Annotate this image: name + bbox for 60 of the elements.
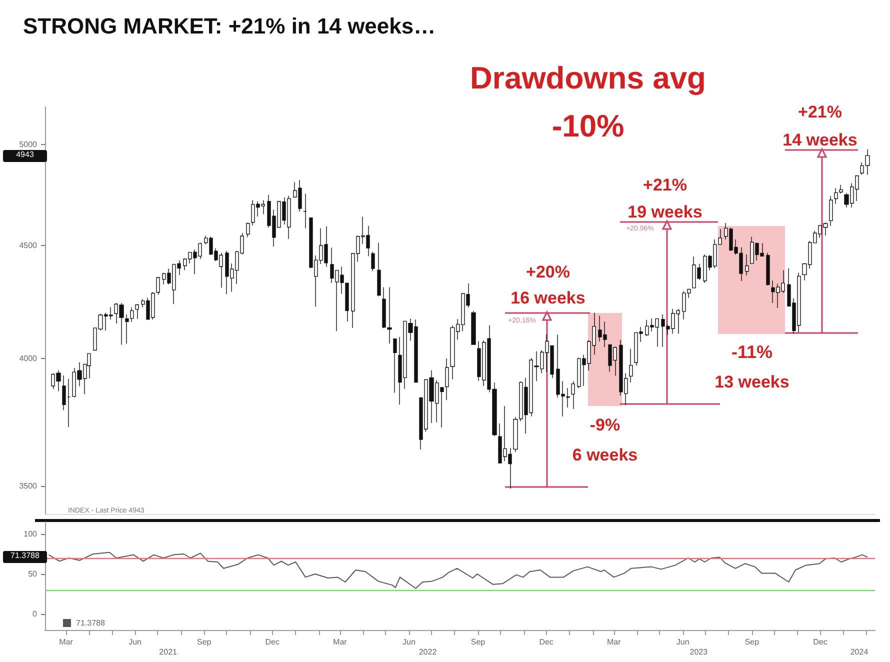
annotation: 14 weeks [782, 130, 858, 150]
annotation: 6 weeks [572, 446, 638, 464]
annotation: 13 weeks [714, 372, 790, 392]
price-tag: 4943 [3, 150, 47, 162]
annotation: 19 weeks [628, 202, 702, 222]
candlestick [829, 196, 833, 226]
candlestick [745, 254, 749, 276]
annotation: -9% [590, 416, 620, 434]
candlestick [629, 348, 633, 383]
y-tick-label: 50 [28, 570, 38, 578]
candlestick [382, 286, 386, 328]
x2-tick-label: 2021 [159, 648, 178, 656]
candlestick [156, 276, 160, 295]
y-tick-label: 0 [32, 610, 38, 618]
candlestick [246, 222, 250, 238]
x-tick-label: Dec [265, 638, 280, 646]
candlestick [377, 242, 381, 297]
annotation: 16 weeks [510, 288, 586, 308]
candlestick [371, 251, 375, 272]
candlestick [445, 358, 449, 401]
x-tick-label: Jun [402, 638, 416, 646]
price-tag: 71.3788 [3, 551, 47, 563]
candlestick [393, 338, 397, 394]
x-tick-label: Sep [744, 638, 760, 646]
annotation: +21% [798, 102, 842, 122]
x2-tick-label: 2022 [418, 648, 438, 656]
candlestick [303, 194, 307, 229]
x-tick-label: Dec [539, 638, 554, 646]
annotation: -10% [552, 108, 624, 144]
candlestick [135, 304, 139, 320]
x-tick-label: Mar [333, 638, 348, 646]
legend-label: 71.3788 [76, 618, 106, 628]
candlestick [566, 388, 570, 408]
candlestick [766, 252, 770, 286]
y-tick-label: 4500 [19, 240, 38, 250]
text: Drawdowns avg [470, 60, 706, 96]
candlestick [387, 286, 392, 344]
x-tick-label: Jun [128, 638, 142, 646]
y-tick-label: 100 [24, 530, 38, 538]
candlestick [834, 188, 838, 204]
line-series [48, 552, 868, 589]
x-tick-label: Mar [59, 638, 74, 646]
x-tick-label: Mar [606, 638, 622, 646]
x-tick-label: Sep [196, 638, 212, 646]
y-tick-label: 3500 [19, 482, 38, 491]
y-tick-label: 4000 [19, 354, 38, 363]
annotation: -11% [731, 342, 773, 362]
x-tick-label: Jun [676, 638, 690, 646]
candlestick [513, 416, 518, 452]
x-tick-label: Dec [813, 638, 828, 646]
candlestick [839, 184, 843, 194]
y-tick-label: 5000 [19, 140, 38, 150]
annotation: +20% [526, 262, 570, 282]
x2-tick-label: 2023 [690, 648, 708, 656]
x-tick-label: Sep [470, 638, 486, 646]
chart-title: STRONG MARKET: +21% in 14 weeks… [23, 14, 436, 38]
x2-tick-label: 2024 [850, 648, 869, 656]
candlestick [571, 380, 575, 410]
candlestick [471, 310, 476, 346]
annotation: +21% [643, 176, 687, 194]
